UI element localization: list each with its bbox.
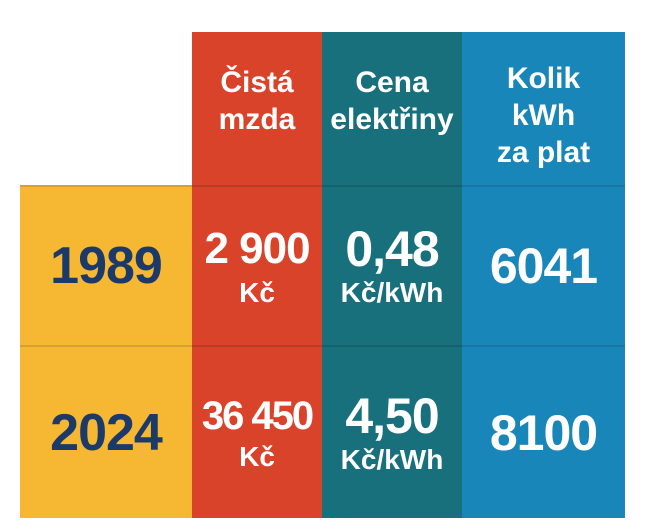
wage-unit: Kč [239, 277, 275, 308]
price: 0,48 [345, 221, 439, 277]
header-cell: Čistá mzda [192, 32, 322, 185]
price-unit: Kč/kWh [340, 277, 444, 308]
kwh: 6041 [489, 238, 598, 294]
header-text: Čistá [220, 66, 294, 99]
price-cell: 4,50 Kč/kWh [322, 345, 462, 518]
kwh-cell: 6041 [462, 185, 625, 345]
header-text: Kolik [506, 62, 581, 95]
header-cell: Cena elektřiny [322, 32, 462, 185]
year: 2024 [50, 403, 163, 462]
header-text: elektřiny [330, 103, 454, 136]
kwh-cell: 8100 [462, 345, 625, 518]
price: 4,50 [345, 387, 439, 444]
header-text: za plat [496, 136, 591, 169]
wage-cell: 2 900 Kč [192, 185, 322, 345]
header-cell: Kolik kWh za plat [462, 32, 625, 185]
header-text: mzda [218, 103, 296, 136]
year-cell: 1989 [20, 185, 192, 345]
price-cell: 0,48 Kč/kWh [322, 185, 462, 345]
year: 1989 [50, 237, 163, 295]
kwh: 8100 [489, 404, 598, 461]
wage: 2 900 [204, 224, 310, 273]
wage-cell: 36 450 Kč [192, 345, 322, 518]
wage: 36 450 [201, 393, 314, 438]
price-unit: Kč/kWh [340, 443, 444, 475]
header-text: Cena [355, 66, 429, 99]
header-text: kWh [511, 99, 576, 132]
wage-unit: Kč [239, 440, 275, 472]
year-cell: 2024 [20, 345, 192, 518]
